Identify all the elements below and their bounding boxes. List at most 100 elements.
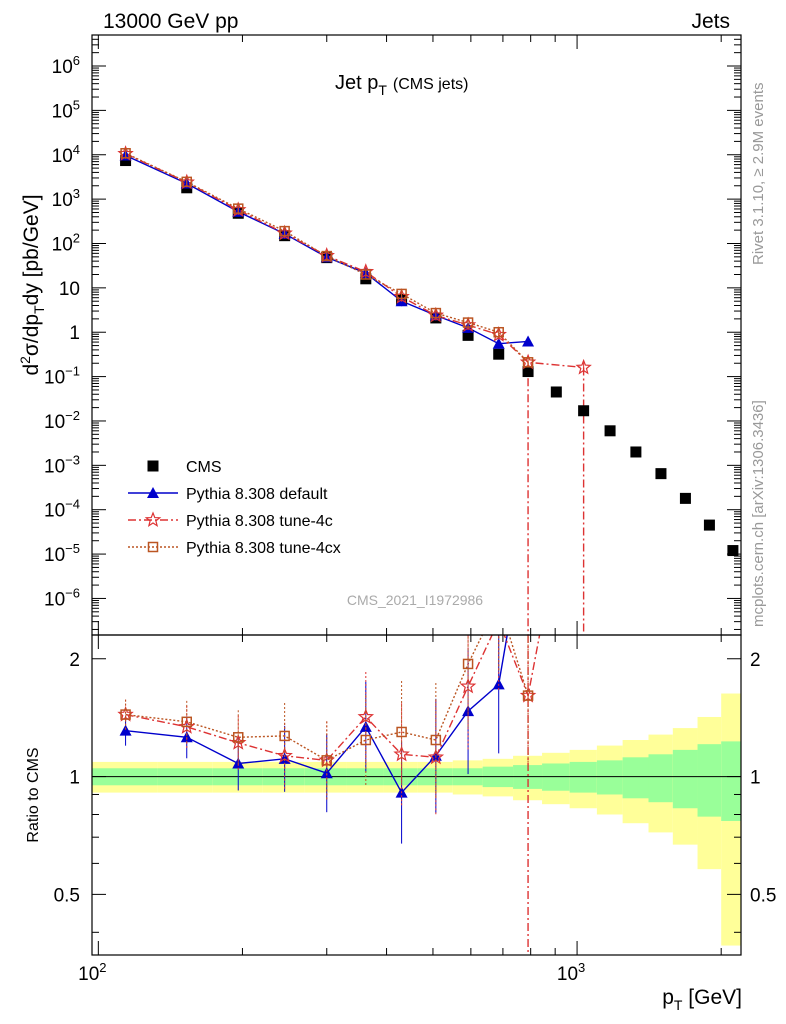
y-tick-exp: −2 <box>65 408 80 423</box>
series-3-point <box>522 357 534 368</box>
series-1-point <box>492 337 505 349</box>
series-0-point <box>679 492 691 504</box>
header-left: 13000 GeV pp <box>103 10 238 33</box>
series-3-ratio-point <box>279 730 290 742</box>
series-0-point <box>703 519 715 531</box>
series-3-point <box>430 307 442 319</box>
band-inner-bin <box>596 760 623 795</box>
series-3-ratio-point <box>522 690 534 701</box>
legend: CMS Pythia 8.308 default Pythia 8.308 tune… <box>128 459 341 557</box>
y-label-rest: dy [pb/GeV] <box>20 194 43 305</box>
series-1-ratio-point <box>320 767 333 779</box>
series-3-point <box>462 317 474 328</box>
y-tick-exp: −4 <box>65 497 80 512</box>
series-3-point <box>321 250 332 262</box>
legend-marker <box>147 541 159 553</box>
ratio-y-tick-label-right: 1 <box>750 768 761 789</box>
series-0-point <box>578 405 590 417</box>
y-tick-exp: −3 <box>65 452 80 467</box>
series-1-ratio-point <box>119 724 132 736</box>
series-3-point <box>181 176 193 188</box>
y-tick-exp: 5 <box>73 97 80 112</box>
ratio-y-tick-label-left: 1 <box>69 768 80 789</box>
y-tick-label: 106 <box>52 53 80 78</box>
y-label-sup: 2 <box>17 356 33 364</box>
x-tick-base: 10 <box>78 964 99 985</box>
y-tick-base: 10 <box>52 234 73 255</box>
y-tick-base: 10 <box>44 501 65 522</box>
series-3-ratio-point <box>396 726 407 738</box>
series-3-ratio-point <box>360 734 372 746</box>
legend-label: Pythia 8.308 tune-4c <box>186 513 333 530</box>
series-0-point <box>462 329 474 341</box>
legend-label: CMS <box>186 459 222 476</box>
main-panel-markers <box>117 145 739 557</box>
legend-label: Pythia 8.308 default <box>186 486 328 503</box>
series-1-ratio-point <box>359 720 372 732</box>
series-1-ratio-point <box>180 731 193 743</box>
series-2-point <box>575 358 592 375</box>
series-3-ratio-point <box>181 716 193 728</box>
band-inner-bin <box>697 744 722 817</box>
legend-label: Pythia 8.308 tune-4cx <box>186 540 341 557</box>
plot-title-sub: T <box>378 82 387 98</box>
ratio-y-tick-label-right: 0.5 <box>750 885 776 906</box>
series-2-ratio-point <box>276 747 293 763</box>
main-panel-curves <box>125 152 585 635</box>
y-label-sub: T <box>31 305 47 314</box>
y-tick-label: 10−2 <box>44 408 80 433</box>
analysis-id: CMS_2021_I1972986 <box>347 592 483 608</box>
x-tick-label: 102 <box>78 960 106 985</box>
y-tick-label: 10−5 <box>44 541 80 566</box>
ratio-axis-label: Ratio to CMS <box>25 747 42 842</box>
series-0-point <box>727 545 739 557</box>
x-tick-exp: 3 <box>578 960 585 975</box>
y-axis-label: d2σ/dpTdy [pb/GeV] <box>17 194 47 375</box>
series-3-ratio-line <box>125 635 529 762</box>
axes: 102 10310−610−510−410−310−210−11101021031… <box>44 34 776 985</box>
x-tick-base: 10 <box>557 964 578 985</box>
ratio-panel-markers <box>117 635 537 844</box>
y-tick-base: 10 <box>44 545 65 566</box>
ratio-y-tick-label-left: 0.5 <box>54 885 80 906</box>
y-tick-base: 10 <box>52 146 73 167</box>
y-tick-exp: −5 <box>65 541 80 556</box>
series-3-point <box>396 288 407 300</box>
y-tick-exp: 6 <box>73 53 80 68</box>
y-label-sigma: σ/dp <box>20 314 43 356</box>
y-tick-exp: −6 <box>65 585 80 600</box>
x-tick-label: 103 <box>557 960 585 985</box>
band-inner-bin <box>648 754 673 803</box>
y-tick-exp: 4 <box>73 142 80 157</box>
plot-title-note: (CMS jets) <box>393 76 469 93</box>
band-inner-bin <box>542 763 570 791</box>
plot-title: Jet pT (CMS jets) <box>335 72 468 98</box>
y-tick-base: 10 <box>52 190 73 211</box>
y-tick-label: 105 <box>52 97 80 122</box>
series-3-point <box>493 326 504 338</box>
rivet-text: Rivet 3.1.10, ≥ 2.9M events <box>750 83 767 266</box>
series-2-ratio-line <box>125 635 541 762</box>
x-label-sub: T <box>674 997 683 1013</box>
band-inner-bin <box>569 761 597 793</box>
y-tick-base: 10 <box>44 412 65 433</box>
series-3-ratio-point <box>462 658 474 670</box>
y-tick-base: 10 <box>44 456 65 477</box>
series-0-point <box>550 386 562 398</box>
series-1-point <box>522 335 535 347</box>
y-tick-exp: 3 <box>73 186 80 201</box>
mcplots-text: mcplots.cern.ch [arXiv:1306.3436] <box>750 400 767 627</box>
y-label-d: d <box>20 364 43 376</box>
x-axis-label: pT [GeV] <box>662 986 742 1013</box>
y-tick-exp: −1 <box>65 364 80 379</box>
series-0-point <box>522 366 534 378</box>
y-tick-label: 10−6 <box>44 585 80 610</box>
y-tick-base: 10 <box>52 101 73 122</box>
series-0-point <box>630 446 642 458</box>
series-3-point <box>279 225 290 237</box>
y-tick-label: 10−1 <box>44 364 80 389</box>
series-0-point <box>655 468 667 480</box>
series-3-ratio-point <box>321 755 332 766</box>
legend-marker <box>144 511 162 528</box>
series-3-ratio-point <box>120 709 131 720</box>
